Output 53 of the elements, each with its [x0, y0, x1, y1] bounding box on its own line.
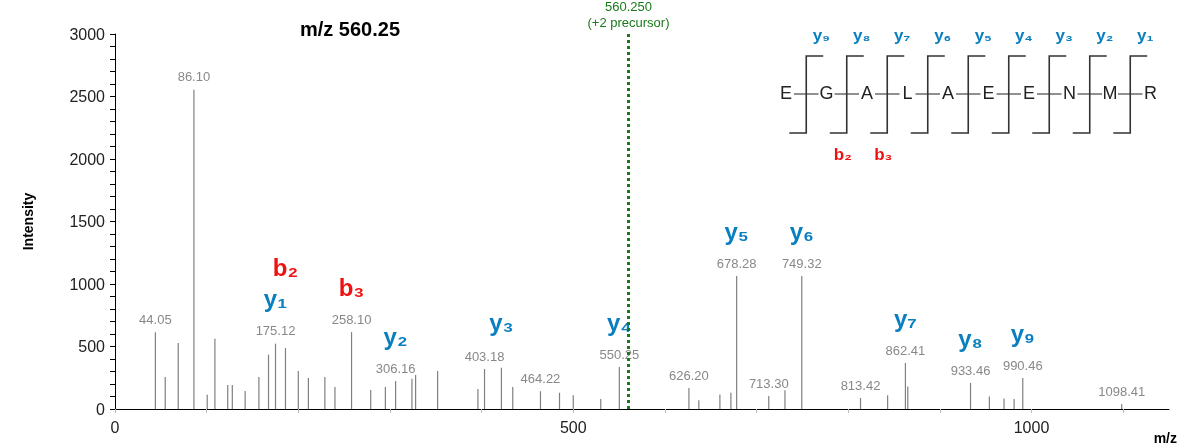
annotation: y₃: [489, 309, 514, 337]
x-tick-label: 0: [110, 418, 120, 436]
text: y₉ y₈ y₇ y₆ y₅ y₄ y₃ y₂ y₁: [812, 26, 1154, 46]
ref-line-label: 560.250 (+2 precursor): [587, 0, 670, 30]
annotation: 464.22: [520, 370, 561, 386]
annotation: y₇: [893, 304, 917, 332]
annotation: b₃: [338, 273, 365, 301]
annotation: 1098.41: [1098, 383, 1146, 399]
x-tick-label: 500: [559, 418, 587, 436]
annotation: y₁: [263, 285, 288, 313]
chart-title: m/z 560.25: [299, 18, 401, 40]
annotation: A: [860, 82, 874, 103]
y-tick-label: 1500: [69, 213, 106, 230]
annotation: N: [1063, 82, 1076, 103]
annotation: M: [1102, 82, 1118, 103]
annotation: E: [1022, 82, 1036, 103]
annotation: 713.30: [748, 375, 789, 391]
annotation: y₅: [724, 217, 749, 245]
annotation: 749.32: [781, 255, 822, 271]
annotation: b₂: [272, 253, 299, 281]
y-tick-label: 2500: [69, 88, 106, 105]
annotation: G: [819, 82, 834, 103]
y-axis-title: Intensity: [20, 192, 36, 251]
y-tick-label: 1000: [69, 275, 106, 293]
annotation: y₂: [383, 322, 408, 350]
y-tick-label: 3000: [69, 25, 106, 43]
annotation: E: [779, 82, 793, 103]
annotation: 813.42: [840, 377, 881, 393]
annotation: 86.10: [177, 69, 211, 85]
annotation: y₉: [1010, 319, 1035, 347]
annotation: 862.41: [885, 342, 926, 358]
annotation: y₈: [958, 324, 983, 352]
annotation: R: [1144, 82, 1157, 103]
x-tick-label: 1000: [1013, 418, 1050, 436]
annotation: 550.25: [599, 346, 640, 362]
text: b₂ b₃: [833, 145, 893, 165]
annotation: 678.28: [716, 255, 757, 271]
x-axis-title: m/z: [1153, 430, 1177, 446]
annotation: 258.10: [331, 311, 372, 327]
annotation: 403.18: [464, 348, 505, 364]
y-tick-label: 2000: [69, 150, 106, 168]
annotation: y₆: [789, 217, 814, 245]
annotation: E: [982, 82, 995, 103]
annotation: 306.16: [375, 360, 416, 376]
annotation: 933.46: [950, 362, 991, 378]
annotation: 990.46: [1002, 357, 1043, 373]
annotation: L: [902, 82, 913, 103]
annotation: 626.20: [669, 367, 709, 383]
annotation: 44.05: [139, 311, 172, 327]
y-tick-label: 0: [96, 400, 106, 418]
annotation: 175.12: [255, 323, 296, 339]
annotation: A: [941, 82, 955, 103]
y-tick-label: 500: [78, 338, 106, 355]
